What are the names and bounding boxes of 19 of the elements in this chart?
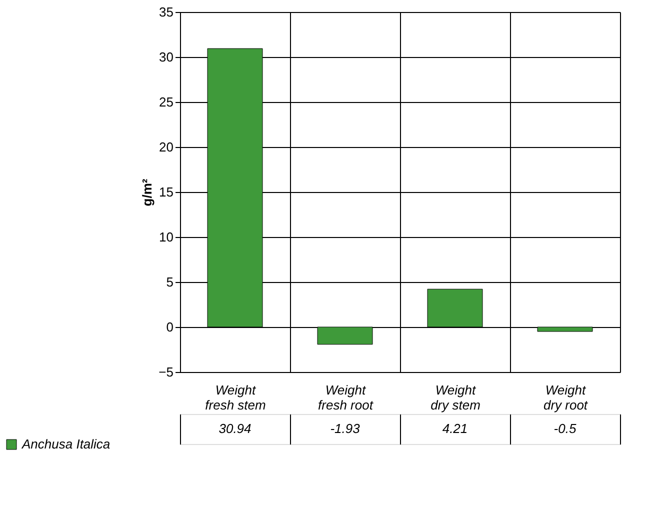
data-label: -1.93 (330, 421, 361, 436)
y-tick-label: 35 (159, 4, 174, 20)
y-tick-label: 30 (159, 50, 174, 64)
legend-label: Anchusa Italica (21, 436, 110, 452)
data-label: 30.94 (218, 421, 252, 436)
x-tick-label: Weight fresh root (318, 382, 374, 412)
y-tick-label: 20 (159, 140, 174, 154)
y-tick-label: 10 (159, 230, 174, 244)
y-axis-title: g/m² (140, 178, 155, 206)
x-tick-label: Weight fresh stem (205, 382, 266, 412)
x-tick-label: Weight dry stem (430, 382, 481, 412)
data-label: 4.21 (442, 421, 468, 436)
y-tick-label: 15 (159, 184, 174, 200)
y-tick-label: −5 (158, 364, 174, 380)
y-tick-label: 5 (166, 274, 174, 290)
y-tick-label: 25 (159, 94, 174, 110)
y-tick-label: 0 (166, 320, 174, 334)
data-label: -0.5 (554, 421, 577, 436)
x-tick-label: Weight dry root (543, 382, 589, 412)
